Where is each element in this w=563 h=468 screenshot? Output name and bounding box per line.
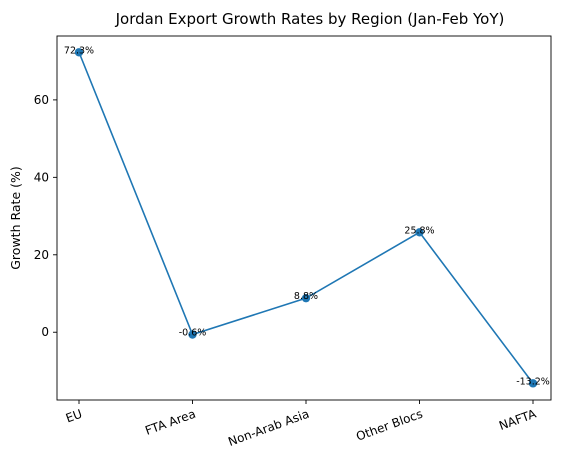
series-line <box>78 51 534 384</box>
y-axis-label: Growth Rate (%) <box>8 166 23 270</box>
plot-area: 0 20 40 60 EU FTA Area Non-Arab Asia Other Bloc… <box>34 35 552 449</box>
y-tick-label: 20 <box>34 248 49 262</box>
data-label: 72.3% <box>64 45 94 56</box>
y-tick-label: 60 <box>34 93 49 107</box>
y-tick-label: 0 <box>41 325 49 339</box>
data-point <box>188 330 197 339</box>
x-tick-label: EU <box>64 407 84 426</box>
data-point <box>528 379 538 388</box>
x-tick-label: Non-Arab Asia <box>226 407 311 449</box>
data-point <box>74 48 84 57</box>
data-label: 25.8% <box>404 225 434 236</box>
data-label: -13.2% <box>516 376 550 387</box>
plot-frame <box>56 35 552 401</box>
x-tick-label: NAFTA <box>497 406 539 433</box>
data-label: -0.6% <box>179 328 207 339</box>
x-tick-label: FTA Area <box>143 407 197 438</box>
data-point <box>301 293 311 303</box>
y-tick-label: 40 <box>34 170 49 184</box>
x-tick-label: Other Blocs <box>354 407 424 444</box>
data-point <box>415 228 424 237</box>
data-label: 8.8% <box>294 291 318 302</box>
chart-title: Jordan Export Growth Rates by Region (Ja… <box>115 10 505 28</box>
